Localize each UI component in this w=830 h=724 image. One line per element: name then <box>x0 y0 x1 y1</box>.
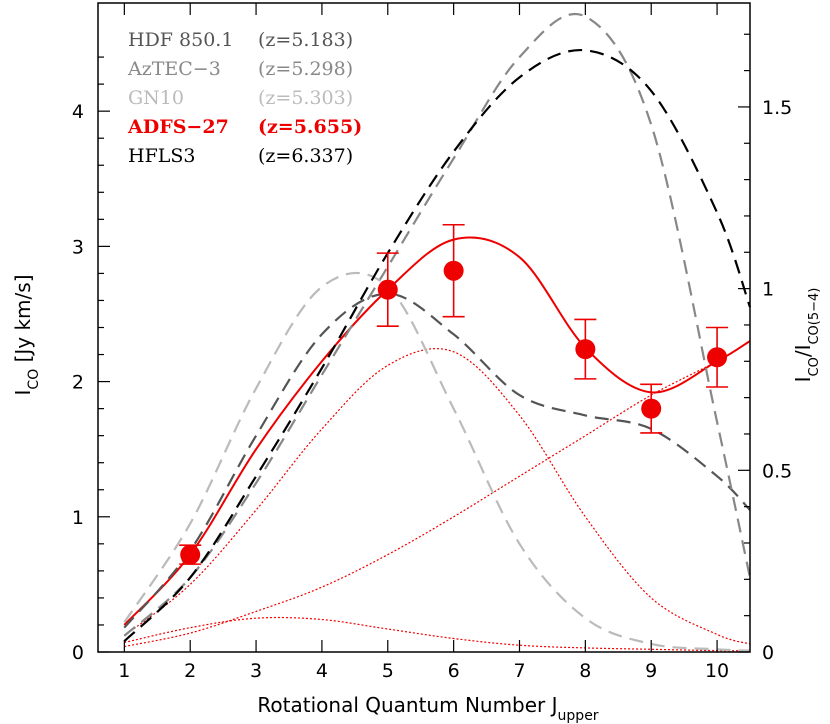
y-right-tick-label: 0.5 <box>762 460 792 482</box>
x-axis-title-sub: upper <box>558 708 599 724</box>
y-right-tick-label: 1 <box>762 279 774 301</box>
model-curve-dotted <box>124 616 751 652</box>
axis-ticks: 1 2 3 4 5 6 7 8 9 10 0 1 2 3 4 0 0.5 1 1.5 <box>72 3 792 682</box>
legend-entry-redshift: (z=5.655) <box>258 116 362 138</box>
x-tick-label: 2 <box>184 660 196 682</box>
model-curve-dashed <box>123 13 752 637</box>
x-tick-label: 9 <box>645 660 657 682</box>
y-tick-label: 2 <box>72 372 84 394</box>
y-tick-label: 0 <box>72 642 84 664</box>
data-point <box>180 544 201 565</box>
y-axis-left-title: ICO [Jy km/s] <box>11 275 42 396</box>
y-tick-label: 3 <box>72 236 84 258</box>
legend-entry-redshift: (z=5.183) <box>258 29 353 51</box>
data-point <box>707 347 728 368</box>
y-axis-right-title-sub2: CO(5−4) <box>807 288 822 345</box>
data-point <box>575 339 596 360</box>
model-curves <box>123 13 752 652</box>
x-tick-label: 1 <box>118 660 130 682</box>
y-axis-right-title: ICO/ICO(5−4) <box>791 288 822 383</box>
legend-entry-name: HFLS3 <box>128 145 195 167</box>
y-tick-label: 4 <box>72 101 84 123</box>
model-curve-dashed <box>123 271 751 652</box>
legend-entry-name: ADFS−27 <box>127 116 229 138</box>
legend-entry-redshift: (z=5.303) <box>258 87 353 109</box>
y-right-tick-label: 1.5 <box>762 97 792 119</box>
legend-entry-name: GN10 <box>128 87 184 109</box>
legend: HDF 850.1 (z=5.183) AzTEC−3 (z=5.298) GN10 (z… <box>127 29 362 167</box>
x-tick-label: 3 <box>250 660 262 682</box>
legend-entry-redshift: (z=5.298) <box>258 58 353 80</box>
model-curve-dashed <box>123 292 751 629</box>
x-tick-label: 7 <box>513 660 525 682</box>
data-point <box>641 398 662 419</box>
y-right-tick-label: 0 <box>762 642 774 664</box>
x-tick-label: 4 <box>316 660 328 682</box>
x-tick-label: 6 <box>448 660 460 682</box>
legend-entry-redshift: (z=6.337) <box>258 145 353 167</box>
x-axis-title: Rotational Quantum Number Jupper <box>257 693 598 724</box>
model-curve-dotted <box>124 340 751 648</box>
model-curve-dotted <box>123 348 751 645</box>
x-tick-label: 5 <box>382 660 394 682</box>
model-curve-dashed <box>123 48 752 642</box>
y-axis-right-title-sub1: CO <box>807 357 822 376</box>
legend-entry-name: AzTEC−3 <box>127 58 221 80</box>
x-tick-label: 8 <box>579 660 591 682</box>
observation-points <box>179 223 729 565</box>
data-point <box>443 260 464 281</box>
x-tick-label: 10 <box>705 660 729 682</box>
legend-entry-name: HDF 850.1 <box>128 29 233 51</box>
y-tick-label: 1 <box>72 507 84 529</box>
model-curve-solid <box>123 236 751 626</box>
data-point <box>377 279 398 300</box>
y-axis-left-title-sub: CO <box>26 369 42 390</box>
